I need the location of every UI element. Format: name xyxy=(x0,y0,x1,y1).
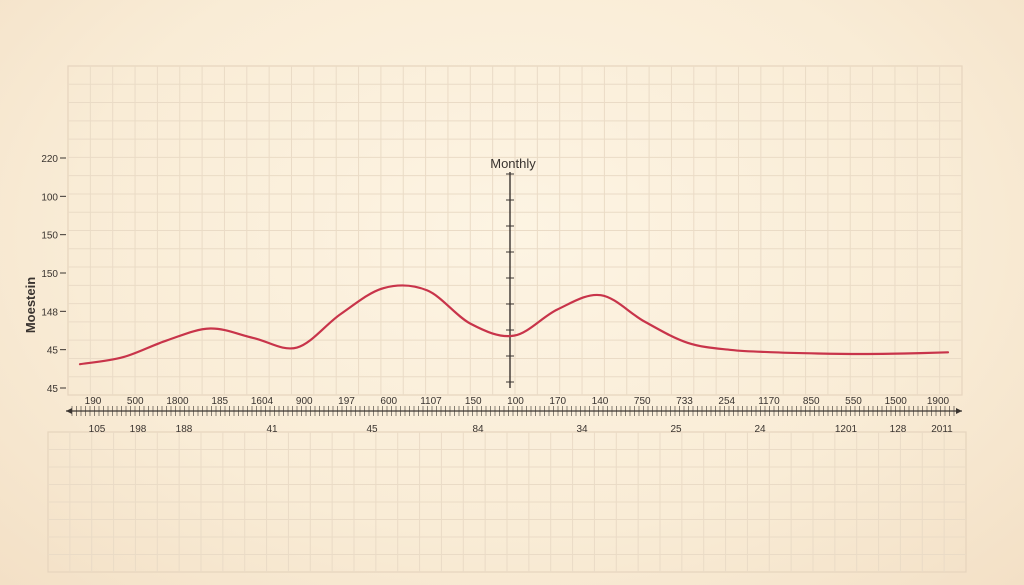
series-group xyxy=(78,284,950,366)
x-tick-label-bottom: 1201 xyxy=(835,424,858,435)
x-tick-label-bottom: 2011 xyxy=(931,424,953,435)
grid-upper xyxy=(67,65,963,396)
x-tick-label-top: 190 xyxy=(85,396,102,407)
y-tick-label: 148 xyxy=(41,307,58,318)
x-tick-label-bottom: 128 xyxy=(890,424,907,435)
x-tick-label-top: 1500 xyxy=(885,396,908,407)
x-tick-label-top: 100 xyxy=(507,396,524,407)
x-tick-label-top: 140 xyxy=(592,396,609,407)
x-tick-label-top: 170 xyxy=(549,396,566,407)
y-tick-label: 45 xyxy=(47,384,59,395)
x-tick-label-top: 197 xyxy=(338,396,355,407)
y-tick-label: 220 xyxy=(41,154,58,165)
x-tick-label-bottom: 25 xyxy=(670,424,682,435)
x-tick-label-bottom: 84 xyxy=(472,424,484,435)
x-tick-label-top: 185 xyxy=(211,396,228,407)
x-tick-label-bottom: 24 xyxy=(754,424,766,435)
x-tick-label-top: 1170 xyxy=(758,396,780,407)
x-tick-label-top: 150 xyxy=(465,396,482,407)
y-tick-label: 100 xyxy=(41,192,58,203)
x-tick-label-bottom: 105 xyxy=(89,424,106,435)
x-tick-label-bottom: 188 xyxy=(176,424,193,435)
vertical-marker xyxy=(506,172,514,388)
x-axis: 190 500 1800 185 1604 900 197 600 1107 150 100 170 1… xyxy=(66,396,962,435)
series-line xyxy=(78,284,950,366)
x-tick-label-top: 1800 xyxy=(166,396,189,407)
x-tick-label-top: 500 xyxy=(127,396,144,407)
x-tick-label-bottom: 198 xyxy=(130,424,147,435)
x-tick-label-top: 750 xyxy=(634,396,651,407)
x-tick-label-top: 850 xyxy=(803,396,820,407)
x-tick-label-bottom: 41 xyxy=(266,424,278,435)
x-tick-label-top: 600 xyxy=(380,396,397,407)
x-tick-label-top: 900 xyxy=(296,396,313,407)
x-tick-label-bottom: 45 xyxy=(366,424,378,435)
grid-lower xyxy=(47,431,967,573)
x-tick-label-top: 550 xyxy=(845,396,862,407)
y-tick-label: 45 xyxy=(47,346,59,357)
x-tick-label-top: 1107 xyxy=(420,396,442,407)
x-tick-label-top: 1900 xyxy=(927,396,950,407)
x-axis-arrow-right xyxy=(956,408,962,414)
x-axis-arrow-left xyxy=(66,408,72,414)
x-tick-label-top: 1604 xyxy=(251,396,274,407)
y-axis: 220 100 150 150 148 45 45 xyxy=(41,154,66,395)
marker-label: Monthly xyxy=(490,156,536,171)
x-tick-label-top: 733 xyxy=(676,396,693,407)
y-tick-label: 150 xyxy=(41,231,58,242)
y-tick-label: 150 xyxy=(41,269,58,280)
y-axis-label: Moestein xyxy=(23,277,38,333)
x-tick-label-bottom: 34 xyxy=(576,424,588,435)
x-tick-label-top: 254 xyxy=(718,396,735,407)
